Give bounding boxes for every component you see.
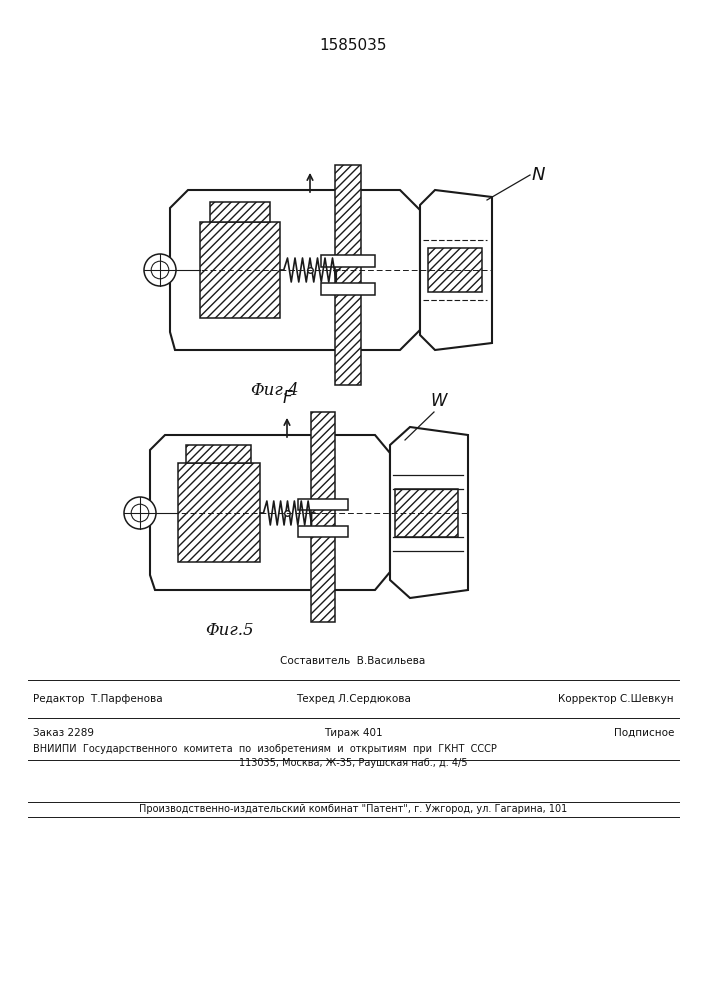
- Text: Корректор С.Шевкун: Корректор С.Шевкун: [559, 694, 674, 704]
- Text: W: W: [431, 392, 448, 410]
- Text: Φиг.5: Φиг.5: [205, 622, 254, 639]
- Text: ВНИИПИ  Государственного  комитета  по  изобретениям  и  открытиям  при  ГКНТ  С: ВНИИПИ Государственного комитета по изоб…: [33, 744, 497, 754]
- Polygon shape: [420, 190, 492, 350]
- Bar: [298, 499, 348, 510]
- Text: Заказ 2289: Заказ 2289: [33, 728, 94, 738]
- Text: Подписное: Подписное: [614, 728, 674, 738]
- Bar: [186, 445, 251, 463]
- Polygon shape: [170, 190, 420, 350]
- Text: F: F: [282, 389, 292, 407]
- Bar: [311, 412, 335, 622]
- Bar: [395, 489, 458, 537]
- Text: Производственно-издательский комбинат "Патент", г. Ужгород, ул. Гагарина, 101: Производственно-издательский комбинат "П…: [139, 804, 567, 814]
- Bar: [298, 526, 348, 537]
- Text: 113035, Москва, Ж-35, Раушская наб., д. 4/5: 113035, Москва, Ж-35, Раушская наб., д. …: [239, 758, 467, 768]
- Text: 1585035: 1585035: [320, 38, 387, 53]
- Bar: [428, 248, 482, 292]
- Bar: [321, 283, 375, 295]
- Text: Составитель  В.Васильева: Составитель В.Васильева: [281, 656, 426, 666]
- Bar: [210, 202, 270, 222]
- Circle shape: [124, 497, 156, 529]
- Polygon shape: [390, 427, 468, 598]
- Text: Техред Л.Сердюкова: Техред Л.Сердюкова: [296, 694, 411, 704]
- Text: N: N: [532, 166, 546, 184]
- Bar: [321, 255, 375, 267]
- Text: Φиг.4: Φиг.4: [250, 382, 298, 399]
- Bar: [200, 222, 280, 318]
- Bar: [178, 463, 260, 562]
- Circle shape: [151, 261, 169, 279]
- Polygon shape: [150, 435, 390, 590]
- Text: Тираж 401: Тираж 401: [324, 728, 382, 738]
- Circle shape: [144, 254, 176, 286]
- Text: Редактор  Т.Парфенова: Редактор Т.Парфенова: [33, 694, 163, 704]
- Circle shape: [132, 504, 148, 522]
- Bar: [335, 165, 361, 385]
